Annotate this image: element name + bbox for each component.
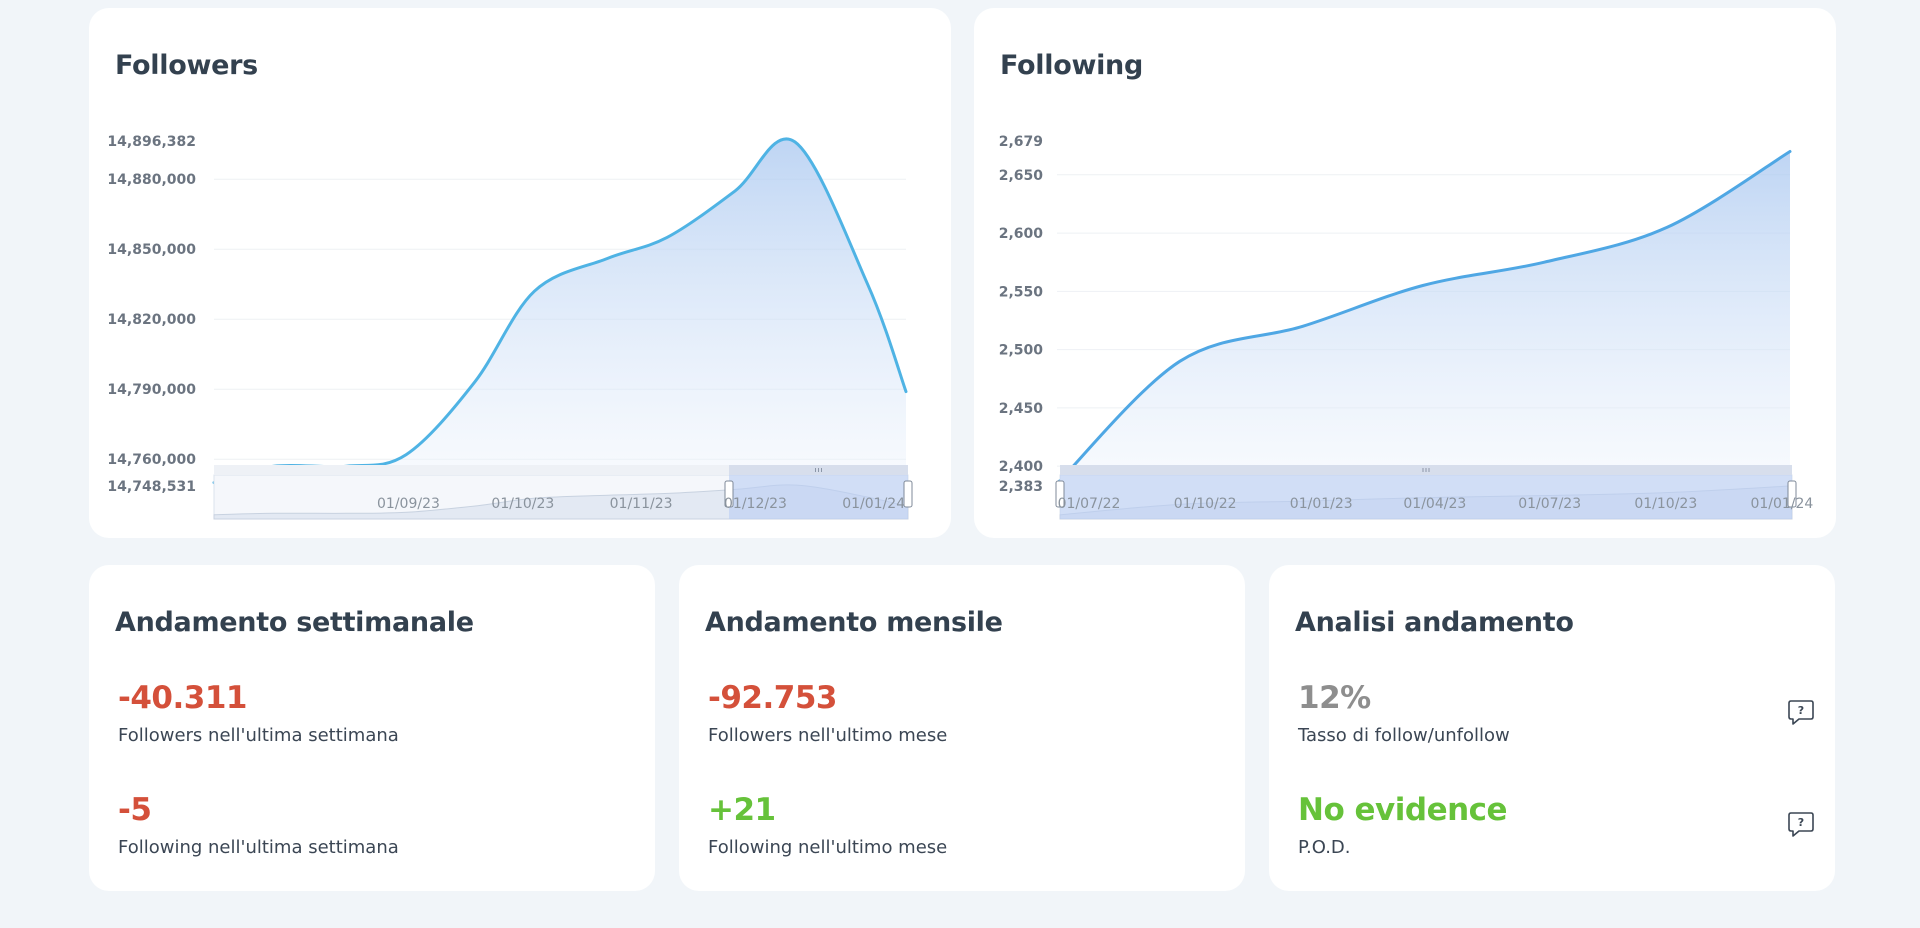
followers-navigator-handle-right[interactable] bbox=[903, 480, 913, 508]
followers-navigator-selection[interactable] bbox=[729, 475, 908, 519]
follow-unfollow-rate-label: Tasso di follow/unfollow bbox=[1298, 725, 1510, 746]
following-navigator-label: 01/10/22 bbox=[1174, 496, 1237, 512]
weekly-trend-title: Andamento settimanale bbox=[115, 607, 474, 638]
followers-chart[interactable]: 14,896,382 14,880,000 14,850,000 14,820,000… bbox=[89, 8, 951, 538]
following-navigator-selection[interactable] bbox=[1060, 475, 1792, 519]
following-navigator-label: 01/07/22 bbox=[1058, 496, 1121, 512]
following-navigator-handle-right[interactable] bbox=[1787, 480, 1797, 508]
followers-scrollbar-track[interactable] bbox=[214, 465, 908, 475]
following-navigator-label: 01/01/24 bbox=[1750, 496, 1813, 512]
follow-unfollow-rate-value: 12% bbox=[1298, 680, 1371, 716]
weekly-following-label: Following nell'ultima settimana bbox=[118, 837, 399, 858]
followers-ytick-label: 14,850,000 bbox=[107, 242, 196, 258]
followers-ytick-label: 14,790,000 bbox=[107, 382, 196, 398]
monthly-following-value: +21 bbox=[708, 792, 776, 828]
pod-label: P.O.D. bbox=[1298, 837, 1351, 858]
monthly-following-label: Following nell'ultimo mese bbox=[708, 837, 948, 858]
following-card-title: Following bbox=[1000, 50, 1144, 81]
following-navigator-label: 01/07/23 bbox=[1518, 496, 1581, 512]
followers-ytick-label: 14,820,000 bbox=[107, 312, 196, 328]
followers-navigator-label: 01/01/24 bbox=[842, 496, 905, 512]
following-ytick-label: 2,400 bbox=[999, 459, 1044, 475]
followers-ytick-label: 14,896,382 bbox=[107, 134, 196, 150]
monthly-trend-title: Andamento mensile bbox=[705, 607, 1003, 638]
following-ytick-label: 2,550 bbox=[999, 284, 1044, 300]
followers-ytick-label: 14,880,000 bbox=[107, 172, 196, 188]
following-ytick-label: 2,500 bbox=[999, 343, 1044, 359]
followers-ytick-label: 14,748,531 bbox=[107, 479, 196, 495]
following-card: Following 2,679 2,650 2,600 2,550 2,500 2,450… bbox=[974, 8, 1836, 538]
pod-value: No evidence bbox=[1298, 792, 1508, 828]
followers-navigator-label: 01/12/23 bbox=[724, 496, 787, 512]
following-ytick-label: 2,600 bbox=[999, 226, 1044, 242]
following-ytick-label: 2,650 bbox=[999, 168, 1044, 184]
following-navigator-label: 01/01/23 bbox=[1290, 496, 1353, 512]
followers-ytick-label: 14,760,000 bbox=[107, 452, 196, 468]
rate-help-icon[interactable]: ? bbox=[1787, 698, 1815, 728]
following-chart[interactable]: 2,679 2,650 2,600 2,550 2,500 2,450 2,400 2,383… bbox=[974, 8, 1836, 538]
followers-navigator-handle-left[interactable] bbox=[724, 480, 734, 508]
weekly-following-value: -5 bbox=[118, 792, 152, 828]
monthly-followers-value: -92.753 bbox=[708, 680, 838, 716]
followers-navigator-label: 01/09/23 bbox=[377, 496, 440, 512]
followers-card: Followers 14,896,382 14,880,000 14,850,000… bbox=[89, 8, 951, 538]
following-navigator-label: 01/04/23 bbox=[1403, 496, 1466, 512]
monthly-followers-label: Followers nell'ultimo mese bbox=[708, 725, 948, 746]
monthly-trend-card: Andamento mensile -92.753 Followers nell… bbox=[679, 565, 1245, 891]
following-ytick-label: 2,679 bbox=[999, 134, 1043, 150]
trend-analysis-title: Analisi andamento bbox=[1295, 607, 1574, 638]
followers-navigator-label: 01/11/23 bbox=[610, 496, 673, 512]
followers-navigator-label: 01/10/23 bbox=[491, 496, 554, 512]
weekly-followers-label: Followers nell'ultima settimana bbox=[118, 725, 399, 746]
followers-card-title: Followers bbox=[115, 50, 258, 81]
pod-help-glyph: ? bbox=[1798, 816, 1804, 829]
rate-help-glyph: ? bbox=[1798, 704, 1804, 717]
following-navigator-handle-left[interactable] bbox=[1055, 480, 1065, 508]
following-area bbox=[1057, 151, 1790, 486]
followers-area bbox=[214, 138, 906, 486]
following-ytick-label: 2,383 bbox=[999, 479, 1043, 495]
weekly-trend-card: Andamento settimanale -40.311 Followers … bbox=[89, 565, 655, 891]
pod-help-icon[interactable]: ? bbox=[1787, 810, 1815, 840]
following-navigator-label: 01/10/23 bbox=[1634, 496, 1697, 512]
following-ytick-label: 2,450 bbox=[999, 401, 1044, 417]
weekly-followers-value: -40.311 bbox=[118, 680, 248, 716]
trend-analysis-card: Analisi andamento 12% Tasso di follow/un… bbox=[1269, 565, 1835, 891]
